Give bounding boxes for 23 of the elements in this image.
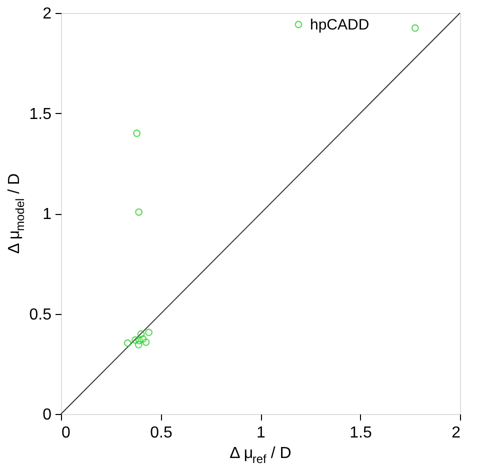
- point: [137, 330, 145, 338]
- point: [145, 328, 153, 336]
- x-tick-label: 1.5: [350, 424, 372, 442]
- point: [133, 130, 141, 138]
- y-axis-title: Δ μmodel / D: [6, 173, 27, 254]
- y-tick-label: 0.5: [29, 306, 52, 324]
- point: [135, 208, 143, 216]
- y-tick-label: 1.5: [29, 106, 52, 123]
- x-tick-label: 0.5: [150, 424, 172, 442]
- point: [124, 339, 132, 347]
- point: [134, 340, 142, 348]
- point: [411, 24, 419, 32]
- y-tick-label: 2: [42, 6, 52, 22]
- x-tick-label: 0: [62, 424, 70, 442]
- x-tick-label: 1: [256, 424, 266, 442]
- y-tick-label: 0: [42, 406, 52, 424]
- legend-label: hpCADD: [310, 16, 370, 34]
- point: [131, 336, 139, 344]
- point: [135, 336, 143, 344]
- point: [142, 338, 150, 346]
- x-tick-label: 2: [452, 424, 461, 442]
- y-tick-label: 1: [42, 206, 52, 223]
- point: [139, 335, 147, 343]
